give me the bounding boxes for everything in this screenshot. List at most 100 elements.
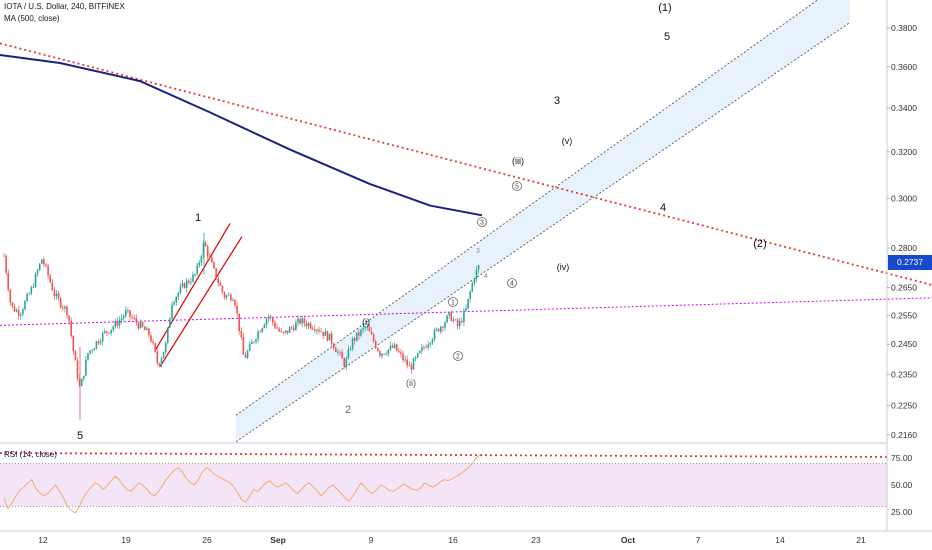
wave-label-primary: 2 [345, 404, 351, 416]
time-tick-label: 19 [121, 535, 131, 545]
candle-body [74, 351, 77, 361]
candle-body [475, 269, 478, 280]
candle-body [26, 294, 28, 301]
candle-body [360, 329, 362, 336]
candle-body [125, 310, 127, 316]
candle-body [471, 283, 474, 292]
candle-body [353, 338, 356, 341]
candle-body [167, 327, 169, 343]
candle-body [278, 328, 280, 332]
candle-body [141, 322, 144, 327]
candle-body [13, 306, 16, 312]
candle-body [293, 327, 295, 331]
candle-body [370, 331, 373, 335]
candle-body [43, 259, 45, 265]
channel-upper-line [235, 0, 819, 416]
candle-body [469, 291, 471, 299]
candle-body [11, 302, 14, 307]
candle-body [465, 308, 467, 311]
candle-body [179, 286, 182, 293]
price-tick-label: 0.2800 [891, 243, 917, 253]
candle-body [192, 274, 194, 282]
candle-body [188, 280, 190, 283]
wave-label-projection: 4 [660, 202, 666, 214]
candle-body [133, 317, 135, 319]
candle-body [76, 360, 79, 379]
candle-body [24, 300, 26, 310]
candle-body [389, 345, 392, 350]
candle-body [137, 322, 140, 329]
candle-body [22, 309, 24, 315]
candle-body [20, 314, 22, 316]
candle-body [181, 283, 184, 287]
candle-body [318, 329, 320, 332]
time-tick-label: 9 [369, 535, 374, 545]
rsi-panel [0, 452, 888, 514]
candle-body [108, 332, 110, 334]
candle-body [393, 344, 396, 348]
candle-body [448, 312, 450, 316]
candle-body [154, 343, 156, 352]
candle-body [9, 289, 12, 303]
wave-label-primary: 1 [195, 212, 201, 224]
candle-body [442, 326, 444, 328]
candle-body [337, 351, 339, 353]
candle-body [406, 359, 408, 366]
candle-body [68, 315, 70, 321]
candle-body [5, 255, 7, 273]
candle-body [356, 332, 358, 341]
rsi-line [3, 454, 481, 514]
candle-body [238, 313, 240, 331]
candle-body [38, 263, 41, 271]
candle-body [104, 331, 106, 333]
price-tick-label: 0.2550 [891, 310, 917, 320]
candle-body [265, 318, 268, 325]
candle-body [49, 275, 51, 283]
moving-average-500 [0, 54, 483, 217]
wave-label-circled: 2 [456, 354, 460, 361]
candle-body [328, 333, 331, 341]
wave-circle [507, 278, 517, 288]
candle-body [32, 286, 35, 288]
candle-body [303, 318, 306, 324]
candle-body [34, 273, 37, 287]
candle-body [64, 306, 66, 309]
candle-body [227, 294, 230, 296]
candle-body [112, 326, 114, 330]
candle-body [87, 353, 89, 360]
candle-body [152, 341, 154, 344]
candle-body [385, 353, 387, 355]
candle-body [351, 338, 354, 350]
candle-body [419, 350, 421, 353]
candle-body [97, 341, 100, 344]
wave-label-minor: (v) [562, 136, 573, 146]
candle-body [236, 305, 238, 314]
candle-series [3, 232, 480, 421]
candle-body [246, 350, 249, 358]
candle-body [307, 323, 310, 327]
candle-body [116, 321, 119, 326]
candle-body [62, 307, 64, 309]
rsi-resistance-line [0, 452, 888, 458]
candle-body [148, 328, 150, 336]
candle-body [288, 327, 291, 333]
candle-body [429, 343, 432, 345]
candle-body [47, 265, 49, 276]
wave-circle [448, 297, 458, 307]
candle-body [211, 257, 213, 263]
candle-body [387, 349, 390, 354]
candle-body [95, 341, 98, 349]
candle-body [242, 337, 245, 355]
wedge-upper-line [154, 223, 231, 352]
candle-body [223, 292, 226, 298]
rsi-tick-label: 25.00 [891, 507, 913, 517]
channel-fill [236, 0, 850, 442]
rsi-tick-label: 75.00 [891, 453, 913, 463]
time-tick-label: Sep [270, 535, 286, 545]
candle-body [120, 317, 123, 320]
candle-body [408, 365, 411, 367]
candle-body [221, 285, 224, 293]
price-tick-label: 0.2160 [891, 430, 917, 440]
